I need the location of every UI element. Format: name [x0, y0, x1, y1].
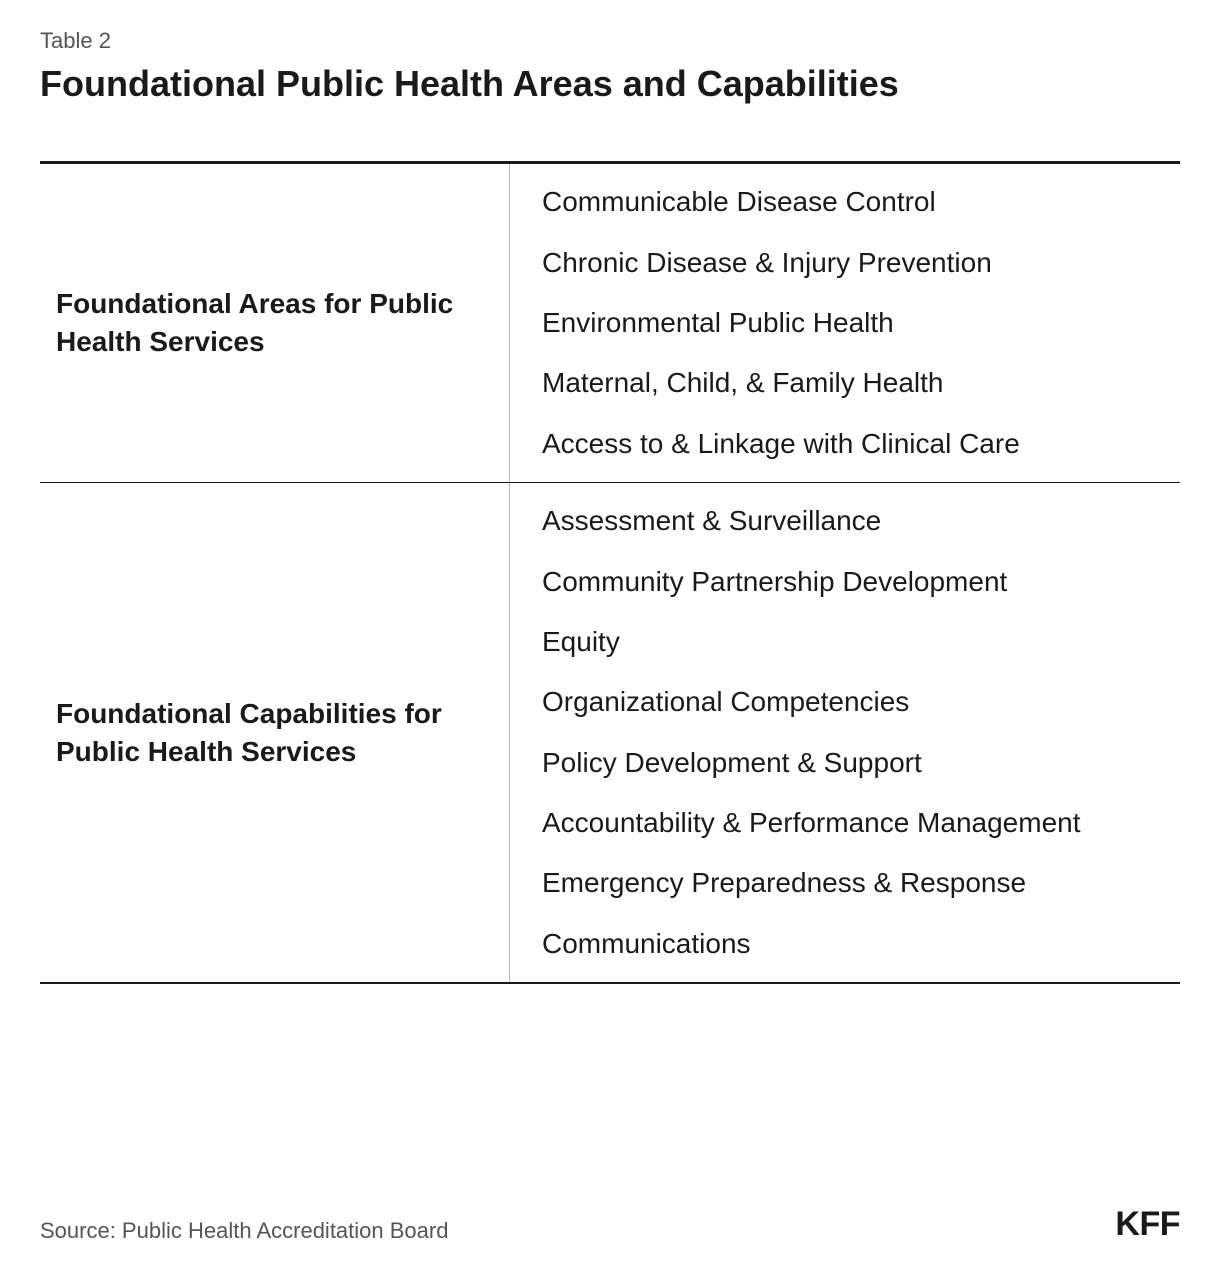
section-items-cell: Assessment & Surveillance Community Part…: [510, 483, 1180, 982]
list-item: Chronic Disease & Injury Prevention: [510, 233, 1180, 293]
list-item: Assessment & Surveillance: [510, 491, 1180, 551]
page-title: Foundational Public Health Areas and Cap…: [40, 62, 1180, 105]
section-label-cell: Foundational Capabilities for Public Hea…: [40, 483, 510, 982]
list-item: Environmental Public Health: [510, 293, 1180, 353]
list-item: Accountability & Performance Management: [510, 793, 1180, 853]
list-item: Organizational Competencies: [510, 672, 1180, 732]
section-label: Foundational Areas for Public Health Ser…: [56, 285, 477, 361]
kff-logo: KFF: [1115, 1205, 1180, 1244]
list-item: Equity: [510, 612, 1180, 672]
page-container: Table 2 Foundational Public Health Areas…: [0, 0, 1220, 1280]
list-item: Policy Development & Support: [510, 733, 1180, 793]
list-item: Access to & Linkage with Clinical Care: [510, 414, 1180, 474]
data-table: Foundational Areas for Public Health Ser…: [40, 161, 1180, 984]
footer: Source: Public Health Accreditation Boar…: [40, 1205, 1180, 1244]
list-item: Emergency Preparedness & Response: [510, 853, 1180, 913]
list-item: Maternal, Child, & Family Health: [510, 353, 1180, 413]
list-item: Communicable Disease Control: [510, 172, 1180, 232]
list-item: Communications: [510, 914, 1180, 974]
table-number-label: Table 2: [40, 28, 1180, 54]
table-section-capabilities: Foundational Capabilities for Public Hea…: [40, 483, 1180, 982]
section-label: Foundational Capabilities for Public Hea…: [56, 695, 477, 771]
section-label-cell: Foundational Areas for Public Health Ser…: [40, 164, 510, 482]
list-item: Community Partnership Development: [510, 552, 1180, 612]
table-section-areas: Foundational Areas for Public Health Ser…: [40, 164, 1180, 483]
section-items-cell: Communicable Disease Control Chronic Dis…: [510, 164, 1180, 482]
source-text: Source: Public Health Accreditation Boar…: [40, 1218, 448, 1244]
